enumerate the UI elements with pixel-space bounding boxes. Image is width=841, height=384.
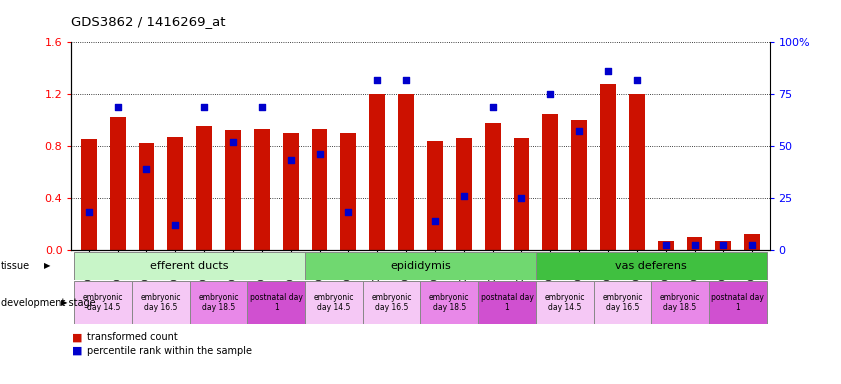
- Text: ■: ■: [71, 332, 82, 342]
- Bar: [629, 94, 645, 250]
- Bar: [341, 133, 357, 250]
- Bar: [484, 122, 500, 250]
- Point: [486, 103, 500, 109]
- Point: [341, 209, 355, 215]
- Text: embryonic
day 14.5: embryonic day 14.5: [544, 293, 585, 312]
- Text: embryonic
day 16.5: embryonic day 16.5: [140, 293, 181, 312]
- Point: [284, 157, 298, 164]
- Text: postnatal day
1: postnatal day 1: [711, 293, 764, 312]
- Bar: [542, 114, 558, 250]
- Bar: [247, 281, 305, 324]
- Bar: [514, 138, 529, 250]
- Point: [198, 103, 211, 109]
- Bar: [369, 94, 385, 250]
- Text: embryonic
day 16.5: embryonic day 16.5: [372, 293, 412, 312]
- Bar: [744, 234, 760, 250]
- Bar: [536, 252, 767, 280]
- Text: ▶: ▶: [44, 262, 50, 270]
- Bar: [81, 139, 97, 250]
- Bar: [686, 237, 702, 250]
- Point: [630, 76, 643, 83]
- Bar: [427, 141, 443, 250]
- Bar: [305, 281, 362, 324]
- Bar: [420, 281, 479, 324]
- Bar: [139, 143, 155, 250]
- Bar: [305, 252, 536, 280]
- Text: embryonic
day 14.5: embryonic day 14.5: [83, 293, 124, 312]
- Point: [543, 91, 557, 97]
- Text: ▶: ▶: [61, 298, 67, 307]
- Point: [399, 76, 413, 83]
- Point: [688, 242, 701, 248]
- Bar: [74, 252, 305, 280]
- Text: embryonic
day 16.5: embryonic day 16.5: [602, 293, 643, 312]
- Bar: [196, 126, 212, 250]
- Bar: [716, 240, 732, 250]
- Text: ■: ■: [71, 346, 82, 356]
- Point: [168, 222, 182, 228]
- Bar: [709, 281, 767, 324]
- Bar: [600, 84, 616, 250]
- Point: [255, 103, 268, 109]
- Text: percentile rank within the sample: percentile rank within the sample: [87, 346, 251, 356]
- Bar: [651, 281, 709, 324]
- Bar: [283, 133, 299, 250]
- Text: postnatal day
1: postnatal day 1: [480, 293, 533, 312]
- Point: [226, 139, 240, 145]
- Point: [457, 193, 470, 199]
- Point: [745, 242, 759, 248]
- Text: development stage: development stage: [1, 298, 96, 308]
- Text: embryonic
day 18.5: embryonic day 18.5: [429, 293, 469, 312]
- Text: postnatal day
1: postnatal day 1: [250, 293, 303, 312]
- Bar: [167, 137, 183, 250]
- Bar: [658, 240, 674, 250]
- Text: vas deferens: vas deferens: [616, 261, 687, 271]
- Point: [659, 242, 673, 248]
- Text: GDS3862 / 1416269_at: GDS3862 / 1416269_at: [71, 15, 226, 28]
- Bar: [571, 120, 587, 250]
- Bar: [362, 281, 420, 324]
- Bar: [225, 131, 241, 250]
- Bar: [594, 281, 651, 324]
- Text: embryonic
day 18.5: embryonic day 18.5: [198, 293, 239, 312]
- Bar: [74, 281, 132, 324]
- Point: [573, 128, 586, 134]
- Bar: [479, 281, 536, 324]
- Point: [428, 217, 442, 223]
- Point: [313, 151, 326, 157]
- Bar: [132, 281, 190, 324]
- Point: [140, 166, 153, 172]
- Text: embryonic
day 14.5: embryonic day 14.5: [314, 293, 354, 312]
- Point: [371, 76, 384, 83]
- Point: [515, 195, 528, 201]
- Text: embryonic
day 18.5: embryonic day 18.5: [660, 293, 701, 312]
- Point: [717, 242, 730, 248]
- Bar: [109, 118, 125, 250]
- Bar: [312, 129, 327, 250]
- Text: transformed count: transformed count: [87, 332, 177, 342]
- Bar: [254, 129, 270, 250]
- Bar: [398, 94, 414, 250]
- Text: efferent ducts: efferent ducts: [151, 261, 229, 271]
- Point: [82, 209, 96, 215]
- Point: [111, 103, 124, 109]
- Text: tissue: tissue: [1, 261, 30, 271]
- Bar: [190, 281, 247, 324]
- Point: [601, 68, 615, 74]
- Bar: [456, 138, 472, 250]
- Text: epididymis: epididymis: [390, 261, 451, 271]
- Bar: [536, 281, 594, 324]
